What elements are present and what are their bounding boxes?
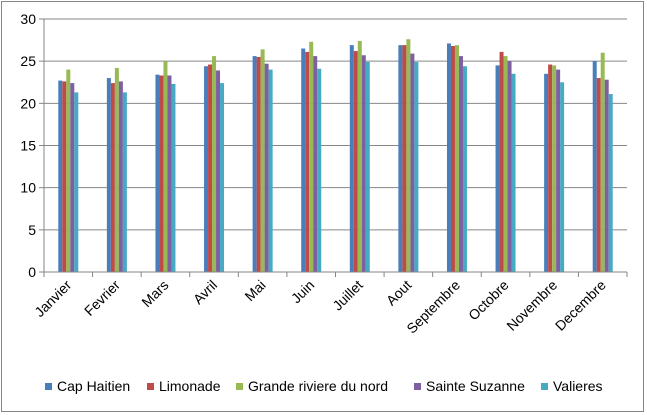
y-tick-label: 30 bbox=[20, 11, 36, 27]
legend-label: Sainte Suzanne bbox=[426, 378, 525, 394]
bar bbox=[58, 80, 63, 273]
bar bbox=[309, 41, 314, 272]
bars bbox=[58, 39, 613, 273]
bar bbox=[600, 52, 605, 272]
bar bbox=[503, 56, 508, 273]
legend-label: Valieres bbox=[553, 378, 603, 394]
axes bbox=[43, 19, 627, 273]
legend-label: Grande riviere du nord bbox=[248, 378, 388, 394]
legend: Cap Haitien Limonade Grande riviere du nor… bbox=[45, 378, 603, 394]
y-tick-label: 0 bbox=[28, 264, 36, 280]
bar bbox=[204, 66, 209, 272]
x-tick-label: Avril bbox=[190, 277, 220, 307]
bar bbox=[365, 62, 370, 273]
legend-swatch bbox=[541, 383, 548, 390]
bar bbox=[317, 68, 322, 272]
bar bbox=[552, 65, 557, 272]
bar bbox=[402, 45, 407, 272]
bar bbox=[155, 74, 160, 272]
bar bbox=[596, 78, 601, 273]
bar bbox=[556, 69, 561, 272]
bar bbox=[208, 64, 213, 272]
x-tick-label: Juin bbox=[288, 277, 317, 306]
gridlines bbox=[39, 18, 628, 277]
bar bbox=[114, 67, 119, 272]
bar bbox=[604, 79, 609, 272]
bar bbox=[450, 45, 455, 273]
bar bbox=[458, 56, 463, 273]
bar bbox=[414, 62, 419, 273]
legend-swatch bbox=[147, 383, 154, 390]
bar bbox=[410, 53, 415, 273]
bar bbox=[544, 73, 549, 272]
bar bbox=[167, 75, 172, 273]
bar bbox=[106, 78, 111, 273]
x-tick-label: Novembre bbox=[503, 277, 560, 334]
legend-swatch bbox=[45, 383, 52, 390]
bar bbox=[511, 73, 516, 272]
y-tick-label: 15 bbox=[20, 138, 36, 154]
bar bbox=[171, 83, 176, 272]
x-tick-label: Mars bbox=[138, 277, 171, 310]
bar bbox=[74, 92, 79, 273]
bar bbox=[264, 63, 269, 272]
bar bbox=[507, 61, 512, 272]
x-tick-labels: Janvier Fevrier Mars Avril Mai Juin Juillet Aou… bbox=[31, 277, 609, 337]
bar bbox=[462, 66, 467, 272]
bar bbox=[252, 56, 257, 273]
x-tick-label: Aout bbox=[383, 277, 415, 309]
bar bbox=[560, 82, 565, 272]
legend-label: Limonade bbox=[159, 378, 221, 394]
bar bbox=[495, 65, 500, 272]
bar bbox=[305, 51, 310, 272]
x-tick-label: Decembre bbox=[552, 277, 609, 334]
y-tick-label: 20 bbox=[20, 95, 36, 111]
bar bbox=[159, 75, 164, 273]
bar bbox=[163, 61, 168, 272]
bar bbox=[454, 45, 459, 272]
bar bbox=[361, 55, 366, 272]
bar bbox=[256, 56, 261, 273]
y-tick-label: 25 bbox=[20, 53, 36, 69]
x-tick-label: Janvier bbox=[31, 277, 74, 320]
y-tick-label: 10 bbox=[20, 180, 36, 196]
y-tick-labels: 0 5 10 15 20 25 30 bbox=[20, 11, 36, 280]
bar bbox=[301, 48, 306, 273]
bar bbox=[608, 94, 613, 272]
y-tick-label: 5 bbox=[28, 222, 36, 238]
bar bbox=[398, 45, 403, 272]
bar bbox=[66, 69, 71, 272]
x-tick-label: Fevrier bbox=[81, 277, 123, 319]
legend-swatch bbox=[414, 383, 421, 390]
bar bbox=[446, 43, 451, 272]
bar bbox=[220, 83, 225, 273]
legend-swatch bbox=[236, 383, 243, 390]
legend-label: Cap Haitien bbox=[57, 378, 130, 394]
bar bbox=[212, 56, 217, 273]
bar bbox=[313, 56, 318, 273]
bar bbox=[406, 39, 411, 272]
bar bbox=[110, 83, 115, 273]
bar bbox=[349, 45, 354, 272]
x-tick-label: Juillet bbox=[329, 277, 366, 314]
bar bbox=[260, 49, 265, 272]
bar bbox=[268, 69, 273, 272]
bar bbox=[357, 40, 362, 272]
bar bbox=[122, 92, 127, 273]
bar bbox=[216, 70, 221, 273]
x-tick-label: Octobre bbox=[465, 277, 512, 324]
bar bbox=[548, 64, 553, 272]
x-tick-label: Mai bbox=[241, 277, 268, 304]
bar bbox=[499, 51, 504, 272]
bar bbox=[353, 51, 358, 273]
x-tick-label: Septembre bbox=[403, 277, 463, 337]
bar bbox=[592, 61, 597, 272]
bar bbox=[70, 83, 75, 273]
bar bbox=[62, 81, 67, 272]
bar bbox=[118, 81, 123, 272]
